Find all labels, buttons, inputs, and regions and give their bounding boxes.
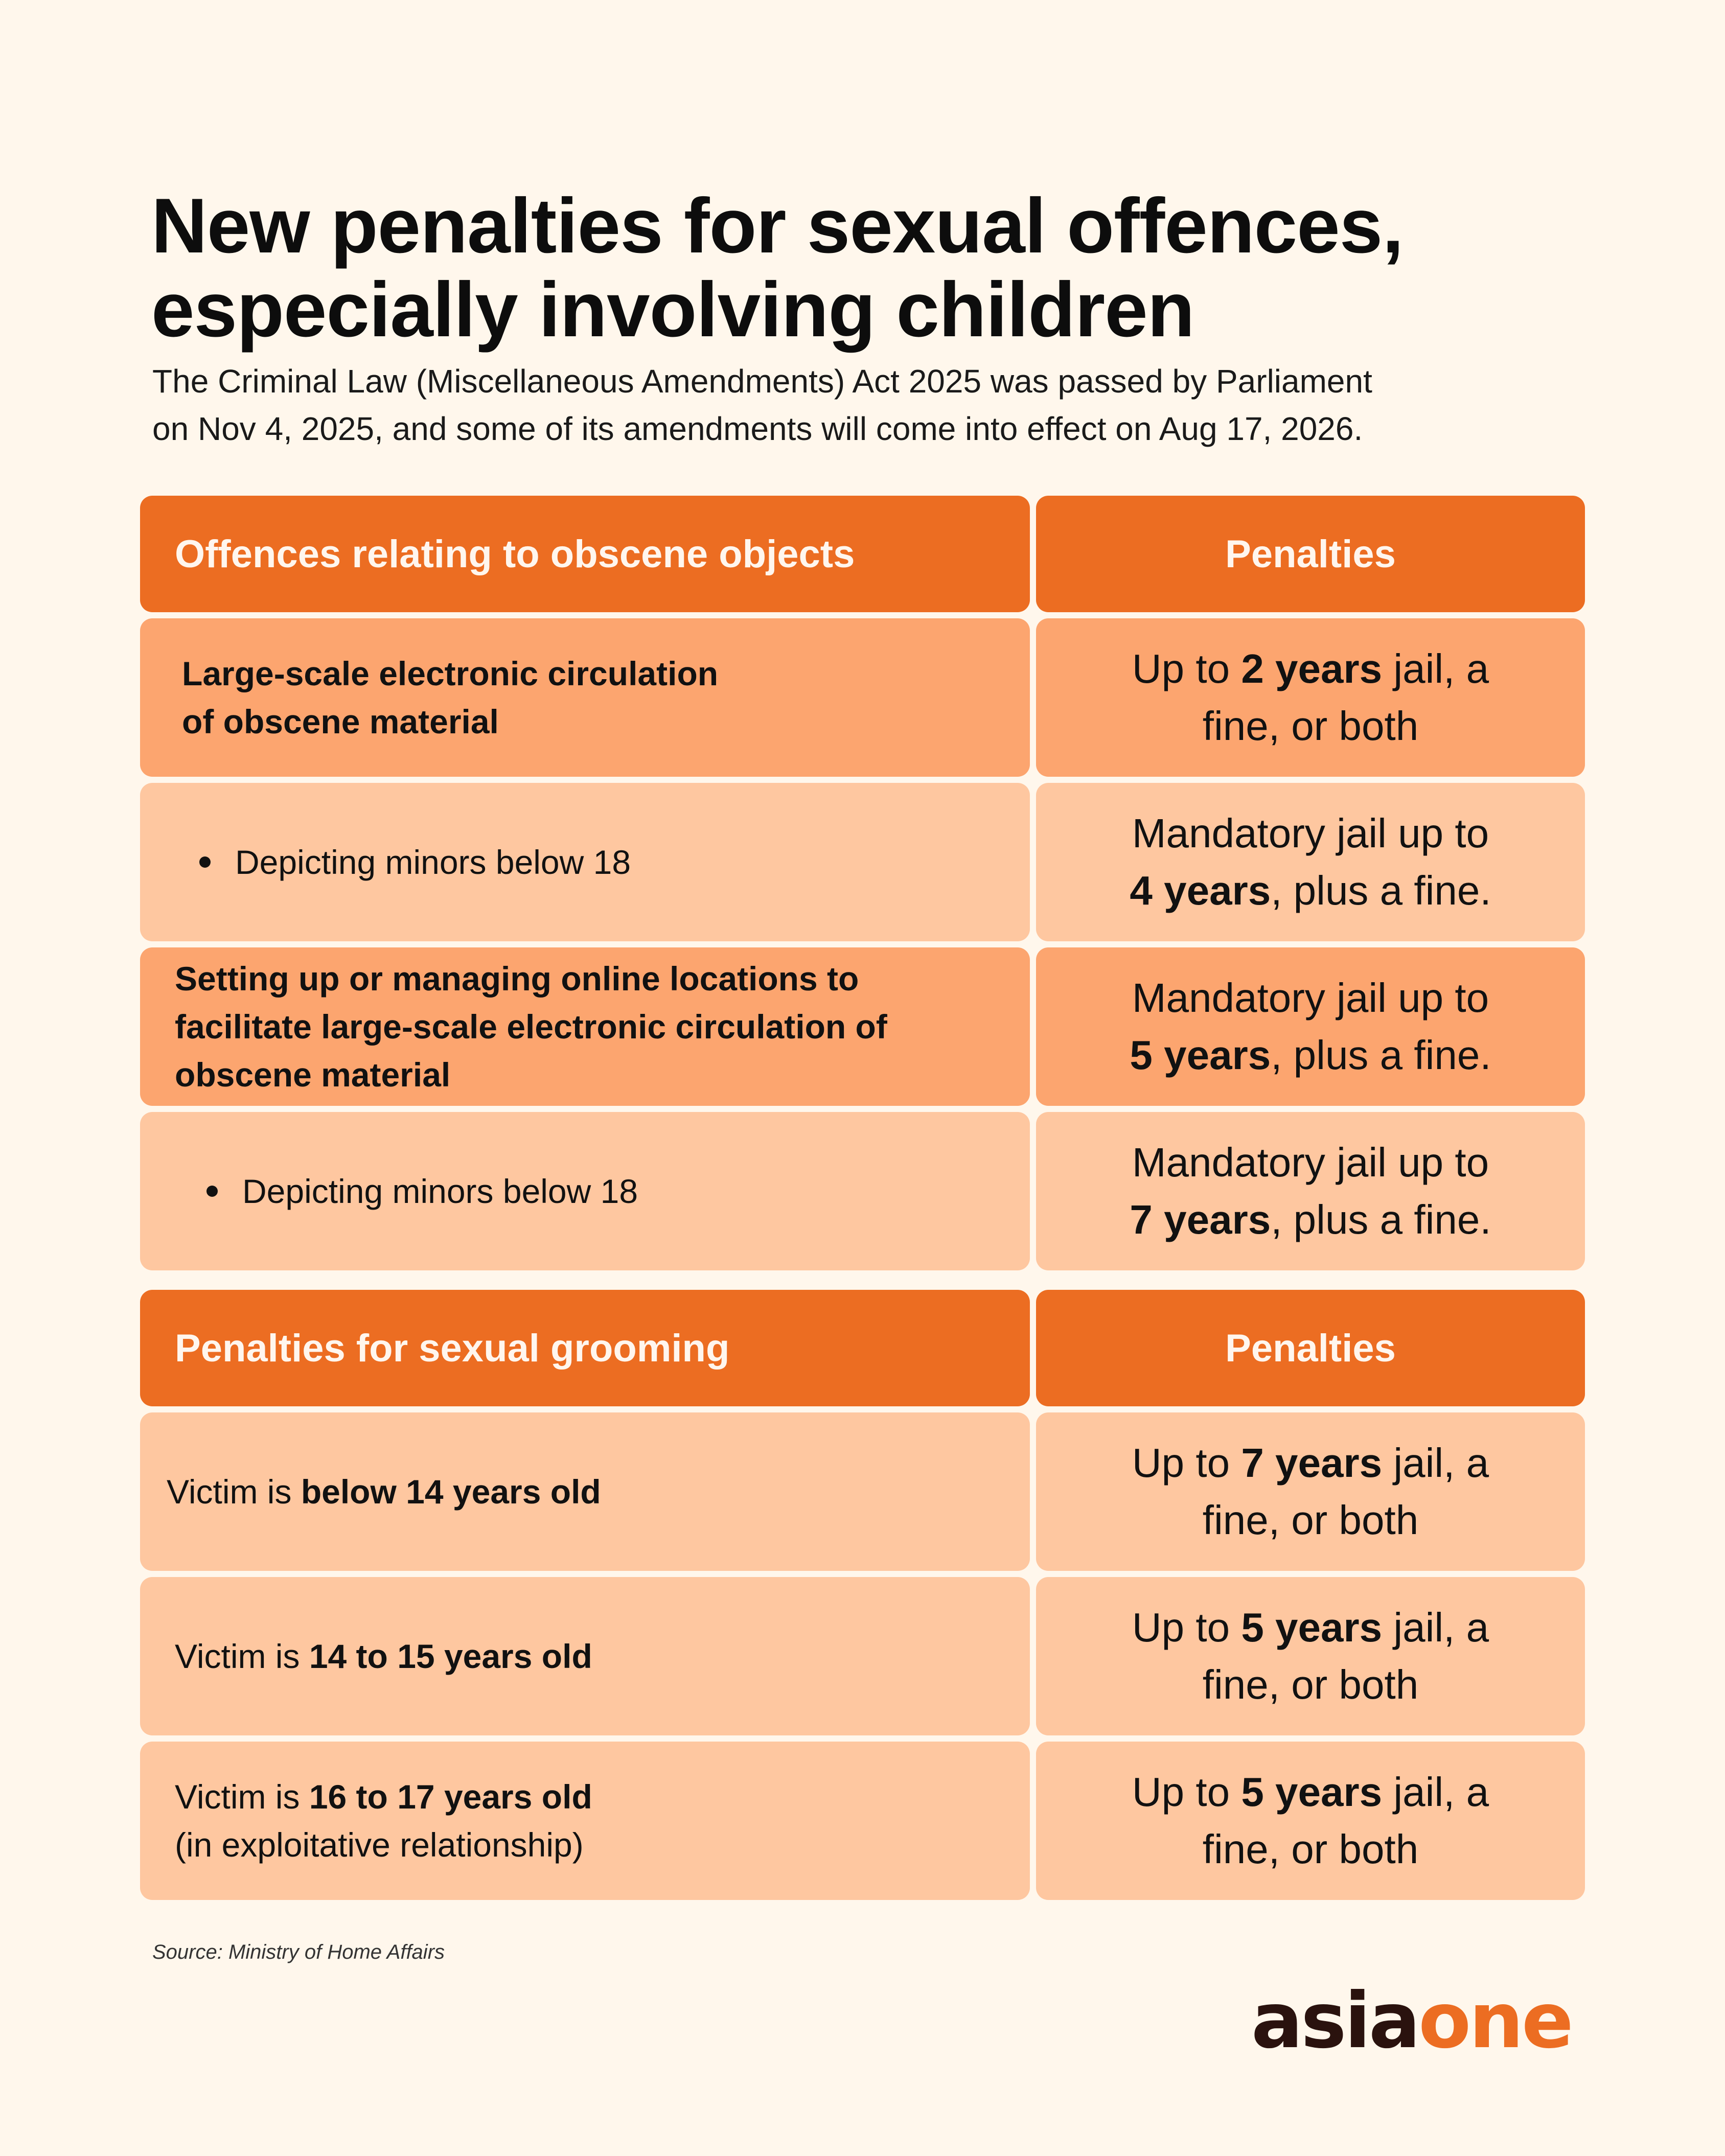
- victim-age: 14 to 15 years old: [309, 1637, 592, 1675]
- victim-text: Victim is: [175, 1778, 309, 1816]
- table1-header-penalties: Penalties: [1036, 496, 1585, 612]
- table2-row3-penalty: Up to 5 years jail, a fine, or both: [1036, 1742, 1585, 1900]
- title-line-2: especially involving children: [151, 266, 1195, 353]
- penalty-text: Up to: [1132, 1440, 1241, 1486]
- table2-header-penalties: Penalties: [1036, 1290, 1585, 1406]
- table2-row1-victim: Victim is below 14 years old: [140, 1412, 1030, 1571]
- table1-row1-penalty: Up to 2 years jail, a fine, or both: [1036, 618, 1585, 777]
- penalty-duration: 4 years: [1130, 868, 1271, 913]
- subtitle-line-2: on Nov 4, 2025, and some of its amendmen…: [152, 410, 1363, 447]
- penalty-text: fine, or both: [1202, 1497, 1419, 1543]
- penalty-text: Up to: [1132, 1769, 1241, 1815]
- table1-row1-offence-line1: Large-scale electronic circulation: [182, 655, 719, 692]
- penalty-duration: 7 years: [1130, 1197, 1271, 1242]
- penalty-duration: 5 years: [1241, 1605, 1383, 1650]
- table1-row3-offence: Setting up or managing online locations …: [140, 947, 1030, 1106]
- table1-row1-offence-line2: of obscene material: [182, 703, 499, 740]
- penalty-text: Mandatory jail up to: [1132, 1140, 1489, 1185]
- victim-text: Victim is: [167, 1473, 301, 1511]
- table1-row3-offence-line2: facilitate large-scale electronic circul…: [175, 1008, 887, 1046]
- victim-age: below 14 years old: [301, 1473, 601, 1511]
- table1-row4-penalty: Mandatory jail up to 7 years, plus a fin…: [1036, 1112, 1585, 1270]
- penalty-text: jail, a: [1382, 1769, 1489, 1815]
- penalty-text: Up to: [1132, 646, 1241, 691]
- title-line-1: New penalties for sexual offences,: [151, 182, 1404, 269]
- table2-row2-penalty: Up to 5 years jail, a fine, or both: [1036, 1577, 1585, 1735]
- penalty-text: , plus a fine.: [1271, 1032, 1491, 1078]
- penalty-text: fine, or both: [1202, 703, 1419, 749]
- victim-note: (in exploitative relationship): [175, 1826, 584, 1864]
- subtitle-line-1: The Criminal Law (Miscellaneous Amendmen…: [152, 363, 1372, 400]
- penalty-text: jail, a: [1382, 1440, 1489, 1486]
- penalty-text: jail, a: [1382, 646, 1489, 691]
- bullet-icon: [206, 1186, 218, 1197]
- table1-header-offences: Offences relating to obscene objects: [140, 496, 1030, 612]
- penalty-text: jail, a: [1382, 1605, 1489, 1650]
- logo-part-one: one: [1418, 1977, 1574, 2066]
- penalty-duration: 5 years: [1241, 1769, 1383, 1815]
- table2-header-penalties-label: Penalties: [1225, 1326, 1396, 1370]
- penalty-text: , plus a fine.: [1271, 1197, 1491, 1242]
- page-title: New penalties for sexual offences, espec…: [151, 184, 1582, 352]
- table1-row1-offence: Large-scale electronic circulation of ob…: [140, 618, 1030, 777]
- table1-row3-offence-line1: Setting up or managing online locations …: [175, 960, 859, 998]
- subtitle: The Criminal Law (Miscellaneous Amendmen…: [152, 358, 1583, 453]
- table2-row1-penalty: Up to 7 years jail, a fine, or both: [1036, 1412, 1585, 1571]
- penalty-duration: 5 years: [1130, 1032, 1271, 1078]
- logo-part-asia: asia: [1251, 1977, 1420, 2066]
- table2-header-grooming: Penalties for sexual grooming: [140, 1290, 1030, 1406]
- penalty-text: Up to: [1132, 1605, 1241, 1650]
- table1-row3-offence-line3: obscene material: [175, 1056, 451, 1094]
- penalty-text: Mandatory jail up to: [1132, 810, 1489, 856]
- penalty-duration: 7 years: [1241, 1440, 1383, 1486]
- table1-row2-penalty: Mandatory jail up to 4 years, plus a fin…: [1036, 783, 1585, 941]
- source-note: Source: Ministry of Home Affairs: [152, 1941, 445, 1963]
- victim-age: 16 to 17 years old: [309, 1778, 592, 1816]
- table1-row3-penalty: Mandatory jail up to 5 years, plus a fin…: [1036, 947, 1585, 1106]
- table2-header-grooming-label: Penalties for sexual grooming: [175, 1326, 730, 1370]
- table1-row4-offence-text: Depicting minors below 18: [242, 1172, 638, 1210]
- table1-row2-offence: Depicting minors below 18: [140, 783, 1030, 941]
- asiaone-logo: asiaone: [1251, 1983, 1574, 2059]
- table1-row2-offence-text: Depicting minors below 18: [235, 843, 631, 881]
- penalty-text: , plus a fine.: [1271, 868, 1491, 913]
- table2-row2-victim: Victim is 14 to 15 years old: [140, 1577, 1030, 1735]
- victim-text: Victim is: [175, 1637, 309, 1675]
- penalty-text: Mandatory jail up to: [1132, 975, 1489, 1021]
- penalty-text: fine, or both: [1202, 1662, 1419, 1707]
- penalty-duration: 2 years: [1241, 646, 1383, 691]
- table1-header-penalties-label: Penalties: [1225, 532, 1396, 576]
- table1-row4-offence: Depicting minors below 18: [140, 1112, 1030, 1270]
- table2-row3-victim: Victim is 16 to 17 years old (in exploit…: [140, 1742, 1030, 1900]
- penalty-text: fine, or both: [1202, 1826, 1419, 1872]
- bullet-icon: [199, 856, 211, 868]
- table1-header-offences-label: Offences relating to obscene objects: [175, 532, 855, 576]
